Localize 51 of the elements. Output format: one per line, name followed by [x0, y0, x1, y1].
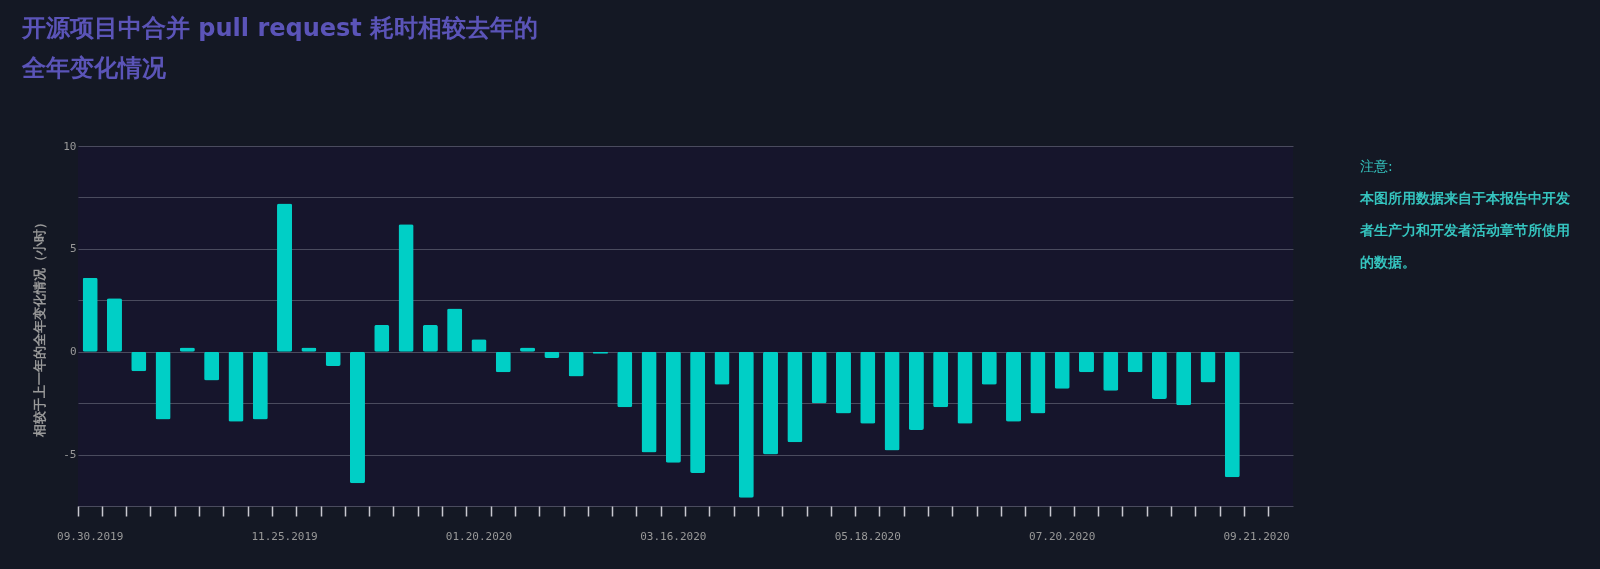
text: 本图所用数据来自于本报告中开发者生产力和开发者活动章节所使用的数据。 [1360, 189, 1571, 272]
bar [228, 351, 244, 422]
y-tick-label: 5 [69, 242, 77, 256]
y-tick-label: -5 [63, 448, 77, 462]
bar [835, 351, 851, 414]
text: 注意: [1360, 157, 1394, 176]
bar [641, 351, 657, 453]
chart-title: 开源项目中合并 pull request 耗时相较去年的全年变化情况 [22, 13, 540, 84]
bar [981, 351, 997, 385]
x-tick-label: 01.20.2020 [445, 529, 513, 543]
bar [884, 351, 900, 451]
bar [1176, 351, 1192, 406]
bar [1103, 351, 1119, 391]
x-tick-label: 03.16.2020 [640, 529, 707, 543]
bar [568, 351, 584, 377]
bar [787, 351, 803, 443]
bar [1054, 351, 1070, 389]
bar [349, 351, 365, 484]
bar [1200, 351, 1216, 383]
bar [106, 298, 122, 352]
x-tick-label: 07.20.2020 [1029, 529, 1096, 543]
bar [811, 351, 827, 404]
bar [933, 351, 949, 408]
bar [277, 203, 293, 352]
x-tick-label: 09.30.2019 [57, 529, 124, 543]
bar [398, 224, 414, 352]
bar [714, 351, 730, 385]
x-tick-label: 11.25.2019 [251, 529, 318, 543]
bar [82, 277, 98, 352]
bar [252, 351, 268, 420]
bar [763, 351, 779, 455]
bar [204, 351, 220, 381]
bar [1030, 351, 1046, 414]
bar [447, 308, 463, 352]
bar [957, 351, 973, 424]
bar [738, 351, 754, 498]
bar [374, 324, 390, 352]
bar [155, 351, 171, 420]
bar [617, 351, 633, 408]
bar [908, 351, 924, 430]
bar [690, 351, 706, 474]
bar [1151, 351, 1167, 400]
bar [665, 351, 681, 463]
y-tick-label: 10 [63, 139, 77, 153]
y-tick-label: 0 [69, 345, 77, 359]
bar [860, 351, 876, 424]
x-tick-label: 09.21.2020 [1223, 529, 1290, 543]
bar [1224, 351, 1240, 478]
y-axis-title: 相较于上一年的全年变化情况（小时） [32, 216, 48, 438]
bar [1006, 351, 1022, 422]
x-tick-label: 05.18.2020 [834, 529, 901, 543]
